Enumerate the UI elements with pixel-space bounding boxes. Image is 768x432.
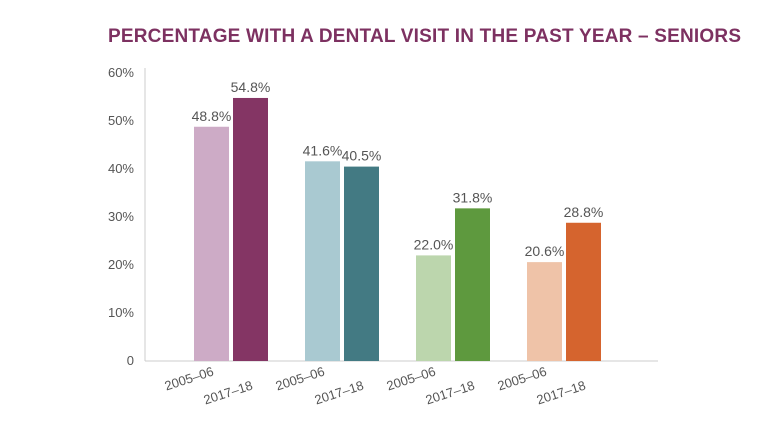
y-tick-label: 40% xyxy=(108,161,134,176)
bar xyxy=(194,126,229,361)
chart-title: PERCENTAGE WITH A DENTAL VISIT IN THE PA… xyxy=(108,26,742,47)
y-tick-label: 20% xyxy=(108,257,134,272)
data-label: 40.5% xyxy=(342,148,382,164)
data-label: 28.8% xyxy=(564,204,604,220)
data-label: 48.8% xyxy=(192,108,232,124)
y-tick-label: 50% xyxy=(108,113,134,128)
category-label: 2005–06 xyxy=(274,364,327,394)
bar xyxy=(233,97,268,362)
category-label: 2005–06 xyxy=(163,364,216,394)
data-label: 20.6% xyxy=(525,243,565,259)
y-tick-label: 0 xyxy=(127,353,134,368)
bar xyxy=(416,255,451,361)
bar xyxy=(344,166,379,361)
category-label: 2017–18 xyxy=(202,378,255,408)
y-tick-label: 30% xyxy=(108,209,134,224)
category-label: 2017–18 xyxy=(535,378,588,408)
category-label: 2017–18 xyxy=(424,378,477,408)
data-label: 41.6% xyxy=(303,142,343,158)
data-label: 54.8% xyxy=(231,79,271,95)
bar xyxy=(305,161,340,361)
y-tick-label: 10% xyxy=(108,305,134,320)
category-label: 2005–06 xyxy=(496,364,549,394)
category-label: 2017–18 xyxy=(313,378,366,408)
bar xyxy=(527,262,562,361)
data-label: 31.8% xyxy=(453,189,493,205)
bar xyxy=(455,208,490,361)
data-label: 22.0% xyxy=(414,236,454,252)
category-label: 2005–06 xyxy=(385,364,438,394)
y-tick-label: 60% xyxy=(108,65,134,80)
bar xyxy=(566,222,601,361)
